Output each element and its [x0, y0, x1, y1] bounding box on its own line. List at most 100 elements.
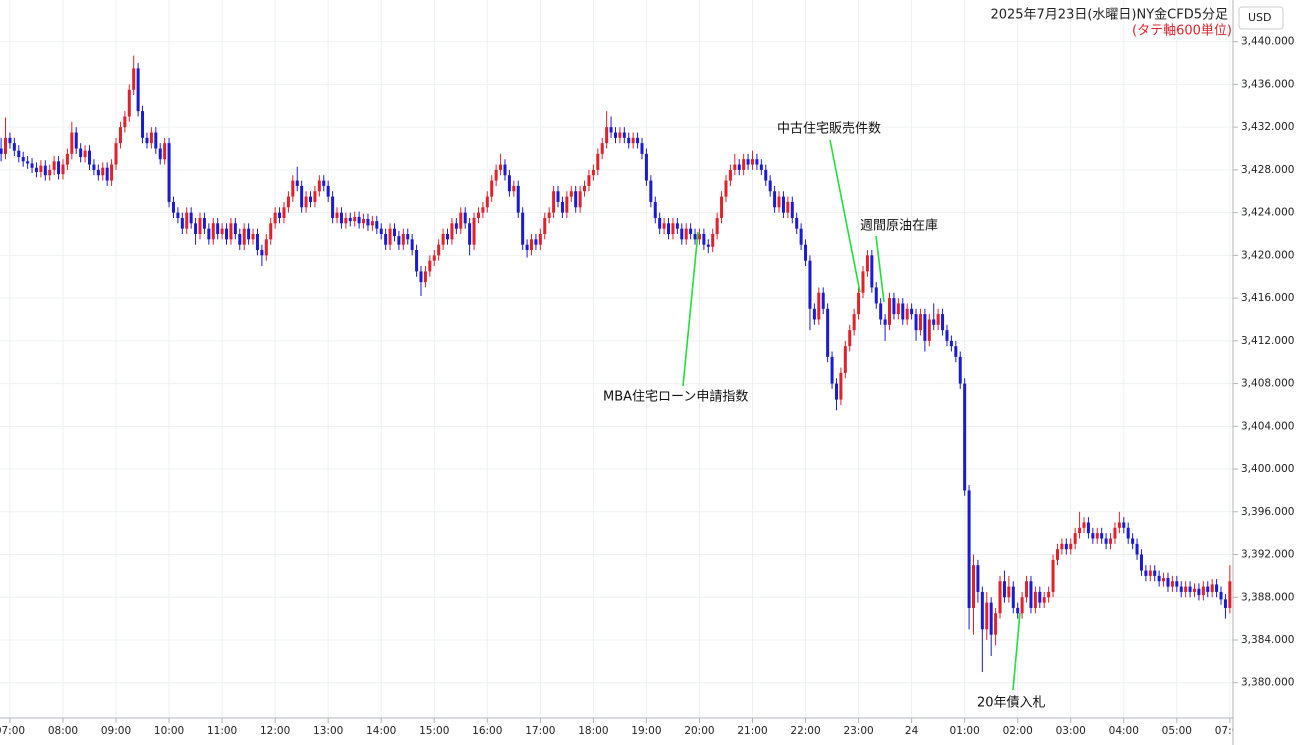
candle-body [1135, 543, 1139, 555]
candle-body [154, 132, 158, 149]
candle-body [428, 260, 432, 272]
x-tick-label: 05:00 [1162, 725, 1192, 737]
candle-body [1100, 533, 1104, 539]
candle-body [185, 212, 189, 229]
y-tick-label: 3,408.000 [1241, 378, 1294, 390]
candle-body [326, 185, 330, 197]
candle-body [189, 212, 193, 224]
candle-body [432, 255, 436, 261]
candle-body [446, 233, 450, 240]
candle-body [888, 298, 892, 325]
candle-body [640, 143, 644, 154]
candle-body [26, 161, 30, 164]
candle-body [1078, 527, 1082, 534]
candle-body [896, 303, 900, 315]
candle-body [764, 169, 768, 181]
candle-body [949, 340, 953, 347]
candle-body [653, 201, 657, 218]
candle-body [92, 164, 96, 170]
candle-body [406, 233, 410, 240]
candle-body [194, 223, 198, 234]
y-tick-label: 3,424.000 [1241, 207, 1294, 219]
candle-body [773, 191, 777, 208]
candle-body [57, 161, 61, 175]
candle-body [74, 132, 78, 149]
candle-body [278, 212, 282, 218]
candle-body [1210, 584, 1214, 592]
candle-body [1197, 588, 1201, 596]
candle-body [733, 164, 737, 170]
candle-body [843, 346, 847, 373]
candle-body [507, 175, 511, 192]
candle-body [534, 239, 538, 245]
candle-body [397, 236, 401, 245]
candle-body [658, 217, 662, 229]
y-tick-label: 3,396.000 [1241, 506, 1294, 518]
candle-body [459, 212, 463, 229]
candle-body [821, 292, 825, 309]
candle-body [636, 137, 640, 144]
candle-body [1060, 543, 1064, 550]
candle-body [313, 191, 317, 202]
candle-body [1011, 586, 1015, 608]
candle-body [163, 143, 167, 160]
candle-body [229, 223, 233, 240]
candle-body [941, 314, 945, 331]
candle-body [804, 244, 808, 261]
y-tick-label: 3,436.000 [1241, 78, 1294, 90]
candle-body [914, 314, 918, 331]
candle-body [530, 239, 533, 251]
candle-body [799, 228, 803, 245]
candle-body [441, 233, 445, 245]
x-tick-label: 22:00 [790, 725, 820, 737]
candle-body [1073, 533, 1077, 544]
candle-body [423, 271, 427, 283]
candle-body [649, 180, 653, 202]
candle-body [255, 233, 259, 251]
candle-body [910, 308, 914, 315]
candle-body [198, 217, 202, 234]
x-tick-label: 04:00 [1109, 725, 1139, 737]
candle-body [808, 260, 812, 309]
candle-body [167, 143, 171, 202]
candle-body [923, 314, 927, 341]
candle-body [70, 132, 74, 154]
candle-body [105, 167, 109, 181]
x-tick-label: 19:00 [631, 725, 661, 737]
x-tick-label: 17:00 [525, 725, 555, 737]
x-tick-label: 10:00 [154, 725, 184, 737]
annotation-line [875, 235, 885, 303]
candle-body [1157, 575, 1161, 582]
candle-body [777, 196, 781, 208]
y-tick-label: 3,412.000 [1241, 335, 1294, 347]
candle-body [207, 228, 211, 240]
candle-body [980, 591, 984, 630]
candle-body [415, 250, 419, 272]
candle-body [43, 165, 47, 176]
candle-body [874, 287, 878, 304]
candle-body [587, 175, 591, 186]
candle-body [1091, 533, 1095, 539]
candle-body [34, 167, 38, 173]
candle-body [737, 164, 741, 170]
candle-body [264, 239, 268, 256]
candle-body [644, 153, 648, 181]
candle-body [251, 233, 255, 240]
candle-body [583, 185, 587, 192]
candle-body [1153, 570, 1157, 576]
candle-body [48, 169, 52, 176]
candle-body [260, 250, 264, 256]
candle-body [1148, 570, 1152, 576]
candle-body [52, 161, 56, 170]
candle-body [516, 185, 520, 213]
candle-body [392, 228, 396, 237]
candle-body [247, 228, 251, 240]
candle-body [494, 169, 498, 181]
annotation-line [1012, 612, 1021, 691]
candle-body [490, 180, 494, 197]
candle-body [12, 143, 16, 151]
y-tick-label: 3,380.000 [1241, 677, 1294, 689]
candle-body [1038, 591, 1042, 603]
candle-body [1162, 578, 1166, 582]
candle-body [728, 169, 732, 181]
